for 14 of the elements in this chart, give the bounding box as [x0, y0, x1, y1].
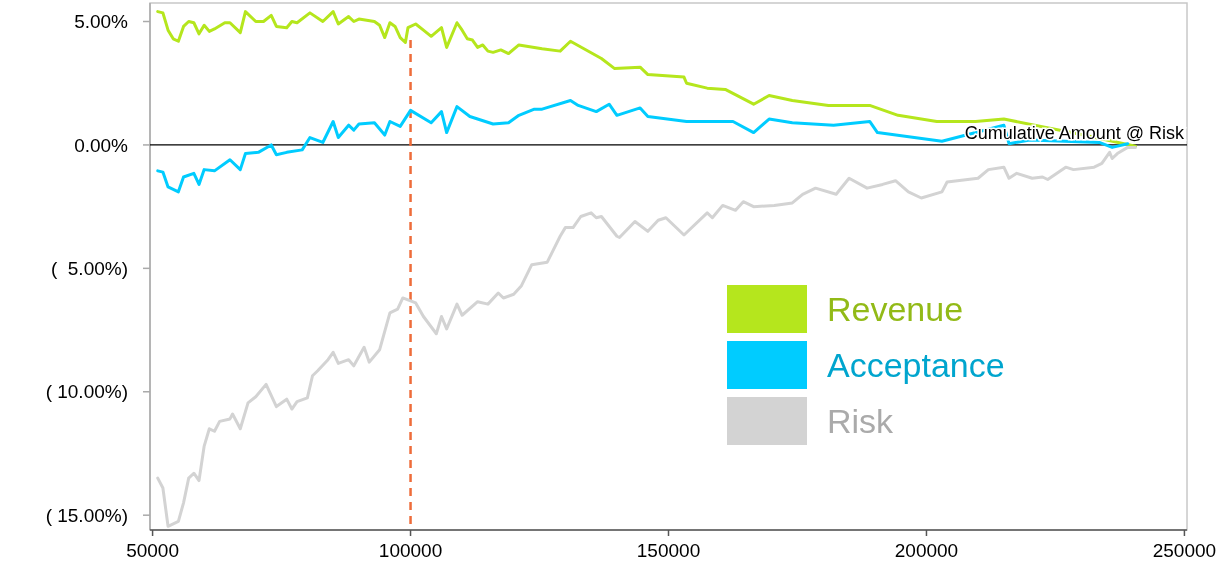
x-tick-label: 50000 — [126, 540, 179, 561]
y-tick-label: ( 15.00%) — [45, 504, 128, 526]
y-tick-label: 0.00% — [74, 134, 129, 156]
y-tick-label: 5.00% — [74, 11, 129, 33]
x-tick-label: 250000 — [1152, 540, 1217, 561]
y-tick-label: ( 5.00%) — [50, 258, 128, 279]
legend-label: Risk — [827, 401, 895, 440]
y-tick-label: ( 10.00%) — [45, 381, 128, 403]
legend-label: Revenue — [827, 289, 964, 328]
line-series — [156, 145, 1137, 528]
x-tick-label: 150000 — [636, 540, 701, 561]
legend-label: Acceptance — [827, 345, 1005, 384]
x-tick-label: 100000 — [378, 540, 443, 561]
x-tick-label: 200000 — [894, 540, 959, 561]
